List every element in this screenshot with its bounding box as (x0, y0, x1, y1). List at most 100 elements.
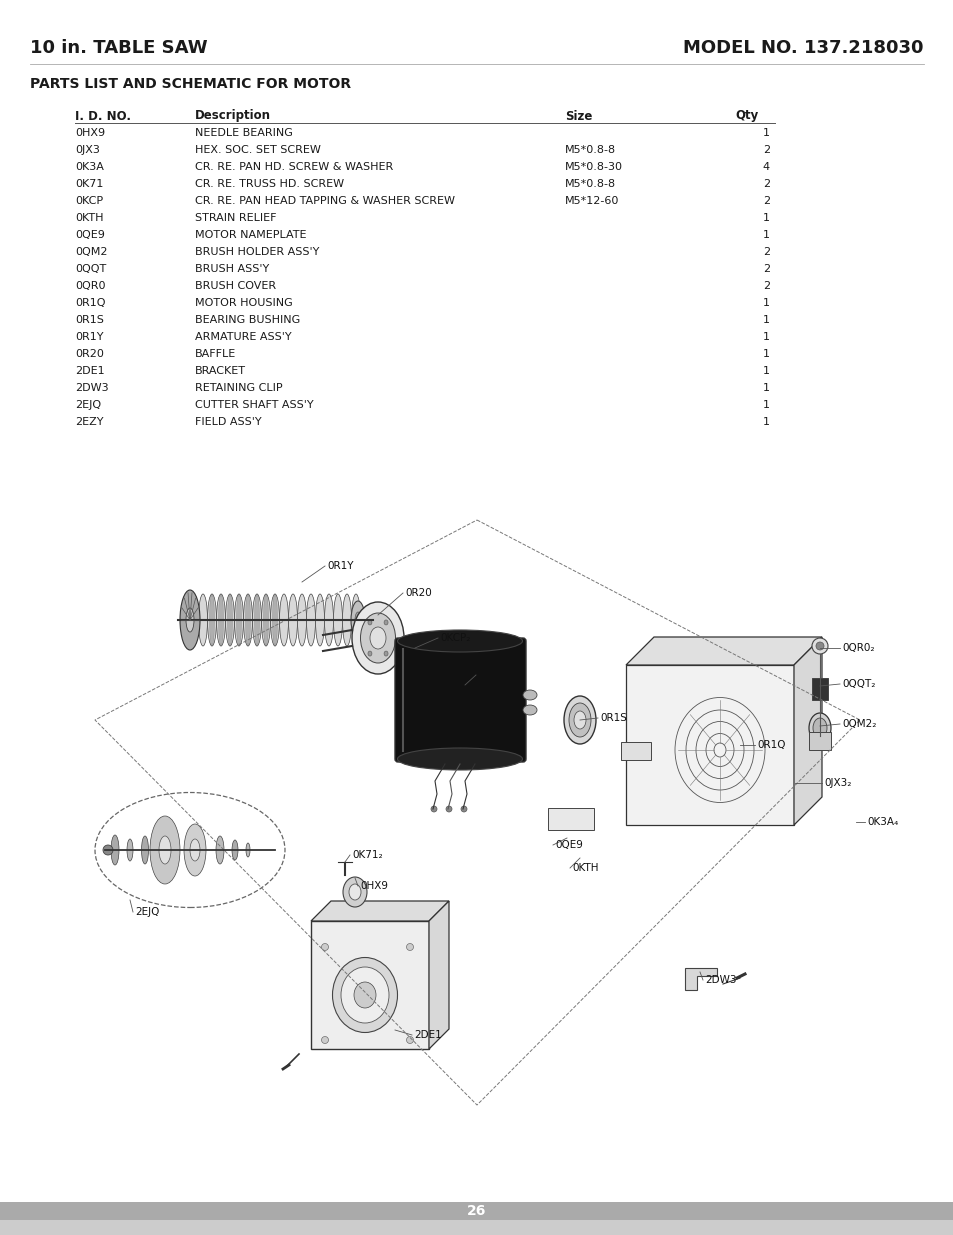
Ellipse shape (384, 651, 388, 656)
Ellipse shape (208, 594, 216, 646)
Ellipse shape (218, 594, 223, 646)
Text: 2: 2 (762, 247, 769, 257)
Text: 0K3A₄: 0K3A₄ (866, 818, 898, 827)
Ellipse shape (141, 836, 149, 864)
Text: 0JX3₂: 0JX3₂ (823, 778, 850, 788)
Text: 0QQT: 0QQT (75, 264, 106, 274)
Ellipse shape (321, 944, 328, 951)
FancyBboxPatch shape (547, 808, 594, 830)
Text: 0R20: 0R20 (75, 350, 104, 359)
Text: 2EJQ: 2EJQ (75, 400, 101, 410)
Text: 0KCP: 0KCP (75, 196, 103, 206)
Text: 0R1Q: 0R1Q (75, 298, 106, 308)
Text: 0KTH: 0KTH (572, 863, 598, 873)
Ellipse shape (352, 601, 403, 674)
Text: M5*12-60: M5*12-60 (564, 196, 618, 206)
Text: RETAINING CLIP: RETAINING CLIP (194, 383, 282, 393)
Ellipse shape (333, 957, 397, 1032)
Text: 0JX3: 0JX3 (75, 144, 100, 156)
Text: 1: 1 (762, 400, 769, 410)
Text: 1: 1 (762, 383, 769, 393)
Ellipse shape (279, 594, 288, 646)
Text: 2: 2 (762, 282, 769, 291)
Text: FIELD ASS'Y: FIELD ASS'Y (194, 417, 261, 427)
Ellipse shape (234, 594, 243, 646)
Text: 0R1Q: 0R1Q (757, 740, 784, 750)
Ellipse shape (261, 594, 271, 646)
Text: BAFFLE: BAFFLE (194, 350, 236, 359)
Polygon shape (793, 637, 821, 825)
FancyBboxPatch shape (0, 1220, 953, 1235)
Ellipse shape (446, 806, 452, 811)
FancyBboxPatch shape (625, 664, 793, 825)
Ellipse shape (351, 601, 365, 638)
Text: 0QR0: 0QR0 (75, 282, 106, 291)
Text: STRAIN RELIEF: STRAIN RELIEF (194, 212, 276, 224)
Text: 10 in. TABLE SAW: 10 in. TABLE SAW (30, 40, 208, 57)
Text: MOTOR NAMEPLATE: MOTOR NAMEPLATE (194, 230, 306, 240)
Ellipse shape (351, 594, 360, 646)
Ellipse shape (370, 627, 386, 650)
Ellipse shape (368, 651, 372, 656)
Ellipse shape (431, 806, 436, 811)
Text: M5*0.8-30: M5*0.8-30 (564, 162, 622, 172)
Text: 1: 1 (762, 350, 769, 359)
Ellipse shape (243, 594, 253, 646)
Text: MOTOR HOUSING: MOTOR HOUSING (194, 298, 293, 308)
Text: 1: 1 (762, 128, 769, 138)
Text: Size: Size (564, 110, 592, 122)
Ellipse shape (522, 690, 537, 700)
Ellipse shape (811, 638, 827, 655)
Text: 2DE1: 2DE1 (75, 366, 105, 375)
Ellipse shape (288, 594, 297, 646)
FancyBboxPatch shape (811, 678, 827, 700)
Text: 0QQT₂: 0QQT₂ (841, 679, 875, 689)
Ellipse shape (236, 594, 241, 646)
Ellipse shape (306, 594, 315, 646)
Text: 2: 2 (762, 196, 769, 206)
Polygon shape (311, 902, 449, 921)
Ellipse shape (198, 594, 208, 646)
Ellipse shape (406, 944, 413, 951)
Text: CR. RE. PAN HD. SCREW & WASHER: CR. RE. PAN HD. SCREW & WASHER (194, 162, 393, 172)
Ellipse shape (254, 594, 259, 646)
Text: CUTTER SHAFT ASS'Y: CUTTER SHAFT ASS'Y (194, 400, 314, 410)
Ellipse shape (406, 1036, 413, 1044)
Text: Description: Description (194, 110, 271, 122)
Text: Qty: Qty (734, 110, 758, 122)
Text: 1: 1 (762, 212, 769, 224)
Text: HEX. SOC. SET SCREW: HEX. SOC. SET SCREW (194, 144, 320, 156)
Text: 1: 1 (762, 332, 769, 342)
Ellipse shape (522, 705, 537, 715)
Text: 1: 1 (762, 298, 769, 308)
FancyBboxPatch shape (311, 921, 429, 1049)
Ellipse shape (815, 642, 823, 650)
Polygon shape (625, 637, 821, 664)
Text: BRUSH HOLDER ASS'Y: BRUSH HOLDER ASS'Y (194, 247, 319, 257)
Polygon shape (684, 968, 717, 990)
Ellipse shape (227, 594, 233, 646)
Ellipse shape (215, 836, 224, 864)
Text: 0QM2₂: 0QM2₂ (841, 719, 876, 729)
Text: 26: 26 (467, 1204, 486, 1218)
Text: 1: 1 (762, 315, 769, 325)
Text: 1: 1 (762, 417, 769, 427)
Text: 2EJQ: 2EJQ (135, 906, 159, 918)
Text: 0R1S: 0R1S (75, 315, 104, 325)
Ellipse shape (216, 594, 225, 646)
Text: 0R1Y: 0R1Y (75, 332, 103, 342)
Ellipse shape (574, 711, 585, 729)
Ellipse shape (315, 594, 324, 646)
Ellipse shape (180, 590, 200, 650)
Ellipse shape (343, 877, 367, 906)
Ellipse shape (460, 806, 467, 811)
Ellipse shape (184, 824, 206, 876)
Ellipse shape (225, 594, 234, 646)
Text: 2: 2 (762, 179, 769, 189)
FancyBboxPatch shape (0, 1202, 953, 1220)
Ellipse shape (812, 718, 826, 739)
FancyBboxPatch shape (808, 732, 830, 750)
Ellipse shape (368, 620, 372, 625)
Ellipse shape (210, 594, 214, 646)
Text: CR. RE. PAN HEAD TAPPING & WASHER SCREW: CR. RE. PAN HEAD TAPPING & WASHER SCREW (194, 196, 455, 206)
